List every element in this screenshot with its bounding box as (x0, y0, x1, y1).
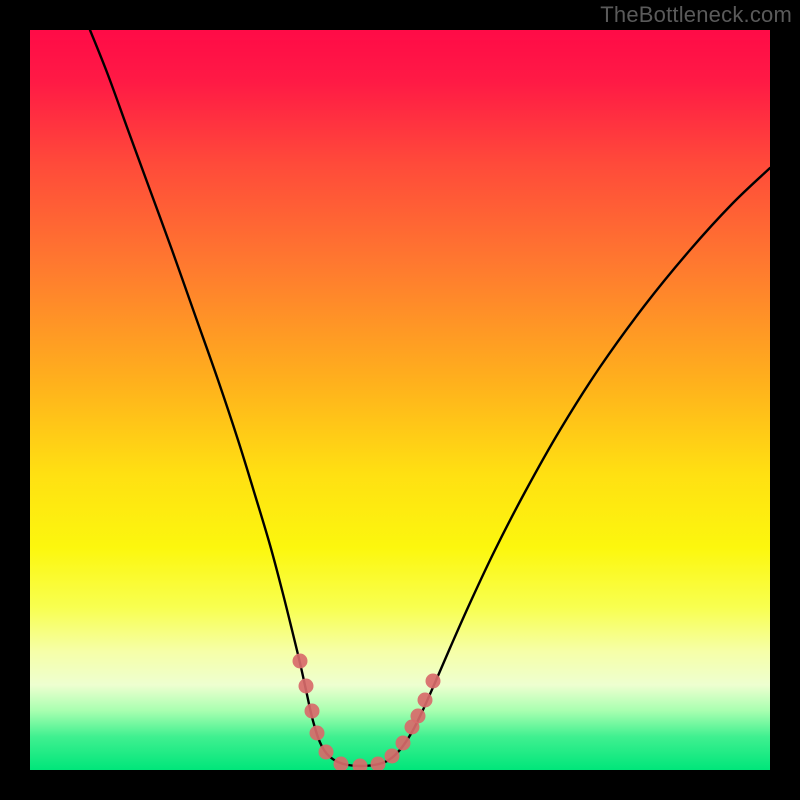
gradient-background (30, 30, 770, 770)
valley-marker (310, 726, 325, 741)
valley-marker (319, 745, 334, 760)
chart-container: TheBottleneck.com (0, 0, 800, 800)
watermark-label: TheBottleneck.com (600, 2, 792, 28)
bottleneck-chart (30, 30, 770, 770)
valley-marker (426, 674, 441, 689)
plot-area (30, 30, 770, 770)
valley-marker (411, 709, 426, 724)
valley-marker (385, 749, 400, 764)
valley-marker (293, 654, 308, 669)
valley-marker (299, 679, 314, 694)
valley-marker (396, 736, 411, 751)
valley-marker (418, 693, 433, 708)
valley-marker (305, 704, 320, 719)
